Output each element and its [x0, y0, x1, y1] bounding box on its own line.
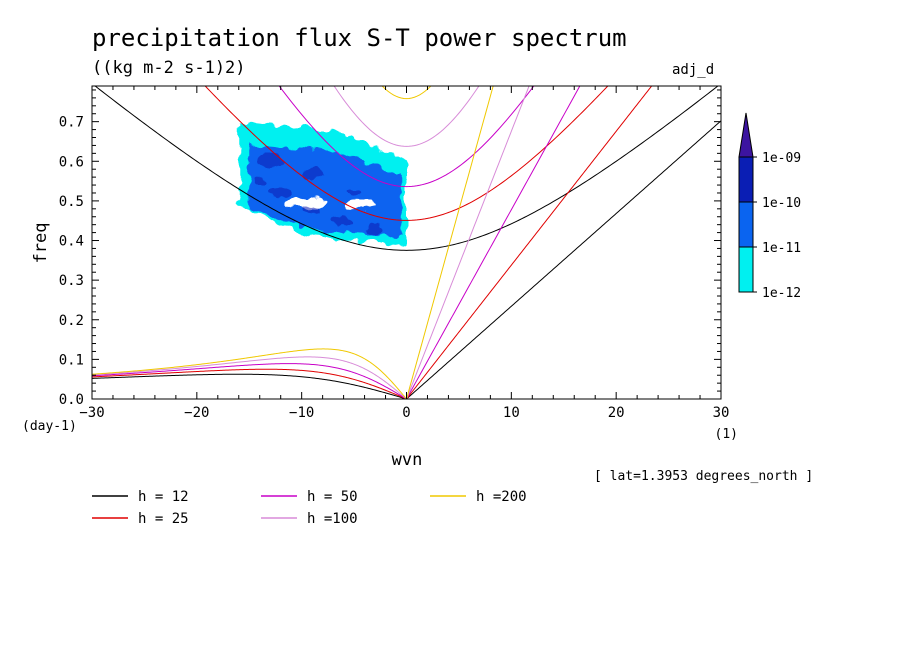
dispersion-curves-h200 — [92, 86, 494, 399]
legend-item: h = 50 — [261, 489, 358, 505]
y-tick-label: 0.2 — [59, 313, 84, 329]
dispersion-curves-h100 — [92, 86, 530, 399]
inertia-gravity-curve — [278, 86, 535, 188]
inertia-gravity-curve — [381, 86, 432, 100]
y-tick-label: 0.5 — [59, 194, 84, 210]
power-patch — [346, 188, 363, 197]
dispersion-curves-h25 — [92, 86, 653, 399]
panel-label: adj_d — [672, 62, 715, 78]
legend-item: h =200 — [430, 489, 527, 505]
legend-label: h =200 — [476, 489, 527, 505]
y-tick-label: 0.7 — [59, 115, 84, 131]
power-patch — [331, 215, 356, 226]
y-tick-label: 0.1 — [59, 352, 84, 368]
x-tick-label: −30 — [79, 405, 104, 421]
x-tick-label: 20 — [608, 405, 625, 421]
x-unit-label: (1) — [715, 427, 738, 442]
colorbar-label: 1e-09 — [762, 151, 801, 166]
colorbar-label: 1e-12 — [762, 286, 801, 301]
legend-item: h = 12 — [92, 489, 189, 505]
x-tick-label: −20 — [184, 405, 209, 421]
x-tick-label: 0 — [402, 405, 410, 421]
y-tick-label: 0.3 — [59, 273, 84, 289]
dispersion-curves-h12 — [92, 86, 721, 399]
x-tick-label: 30 — [713, 405, 730, 421]
inertia-gravity-curve — [94, 86, 719, 251]
y-axis-title: freq — [31, 223, 51, 264]
colorbar-cell — [738, 201, 754, 248]
legend-label: h = 25 — [138, 511, 189, 527]
x-tick-label: −10 — [289, 405, 314, 421]
legend-label: h = 50 — [307, 489, 358, 505]
kelvin-curve — [406, 86, 494, 399]
chart-subtitle: ((kg m-2 s-1)2) — [92, 58, 246, 78]
colorbar-cell — [738, 156, 754, 203]
colorbar-label: 1e-11 — [762, 241, 801, 256]
rossby-curve — [92, 368, 407, 399]
power-patch — [270, 187, 291, 198]
chart-title: precipitation flux S-T power spectrum — [92, 24, 627, 52]
rossby-curve — [92, 373, 407, 399]
kelvin-curve — [406, 86, 653, 399]
kelvin-curve — [406, 120, 721, 399]
y-tick-label: 0.0 — [59, 392, 84, 408]
dispersion-curves-h50 — [92, 86, 581, 399]
kelvin-curve — [406, 86, 581, 399]
legend-label: h =100 — [307, 511, 358, 527]
power-patch — [300, 168, 325, 179]
y-tick-label: 0.4 — [59, 234, 84, 250]
power-patch — [256, 155, 285, 168]
footnote: [ lat=1.3953 degrees_north ] — [594, 469, 814, 484]
colorbar-extend — [738, 112, 754, 158]
power-patch — [252, 177, 267, 186]
legend-label: h = 12 — [138, 489, 189, 505]
colorbar-cell — [738, 246, 754, 293]
rossby-curve — [92, 348, 407, 399]
power-region-1e-11 — [249, 145, 402, 237]
inertia-gravity-curve — [333, 86, 480, 147]
legend-item: h =100 — [261, 511, 358, 527]
rossby-curve — [92, 363, 407, 399]
x-axis-title: wvn — [392, 450, 423, 470]
y-tick-label: 0.6 — [59, 154, 84, 170]
power-patch — [303, 204, 322, 213]
y-unit-label: (day-1) — [22, 419, 77, 434]
x-tick-label: 10 — [503, 405, 520, 421]
power-hole — [343, 199, 376, 210]
inertia-gravity-curve — [204, 86, 609, 221]
legend-item: h = 25 — [92, 511, 189, 527]
power-patch — [365, 223, 386, 234]
kelvin-curve — [406, 86, 530, 399]
rossby-curve — [92, 356, 407, 399]
colorbar-label: 1e-10 — [762, 196, 801, 211]
